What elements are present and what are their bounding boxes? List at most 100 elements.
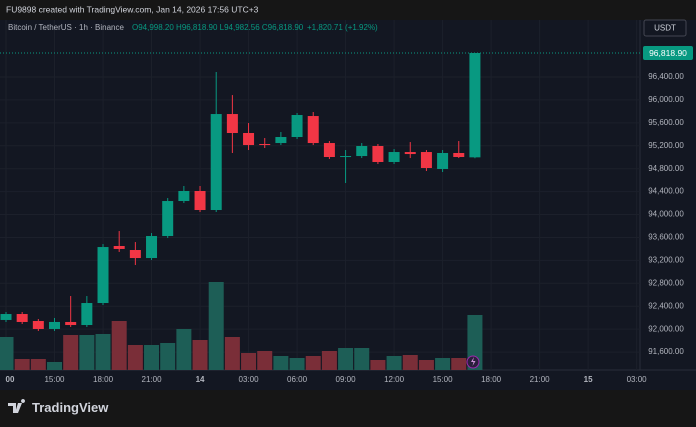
x-tick-label: 12:00 xyxy=(384,375,405,384)
x-tick-label: 06:00 xyxy=(287,375,308,384)
x-tick-label: 03:00 xyxy=(627,375,648,384)
candle-body xyxy=(243,132,255,146)
volume-bar xyxy=(192,340,208,370)
candle-body xyxy=(226,114,238,133)
candle-body xyxy=(340,156,352,158)
plot-area: 96,400.00 96,000.00 95,600.00 95,200.00 94,8… xyxy=(0,20,696,384)
volume-bar xyxy=(160,343,176,370)
candle-body xyxy=(356,146,368,157)
x-tick-label: 21:00 xyxy=(530,375,551,384)
x-tick-label: 18:00 xyxy=(93,375,114,384)
volume-bar xyxy=(402,355,418,370)
candle-body xyxy=(453,152,465,158)
candle-body xyxy=(32,321,44,329)
volume-bar xyxy=(338,348,354,370)
candle-body xyxy=(65,321,77,326)
volume-bar xyxy=(144,345,160,370)
volume-bar xyxy=(95,334,111,370)
credit: FU9898 created with TradingView.com, Jan… xyxy=(6,4,259,14)
event-icon-bolt xyxy=(471,357,476,366)
candle-body xyxy=(16,314,28,322)
y-tick-label: 95,600.00 xyxy=(648,118,684,127)
volume-bar xyxy=(0,337,14,370)
candle-body xyxy=(210,114,222,211)
x-tick-label: 18:00 xyxy=(481,375,502,384)
candle-body xyxy=(49,321,61,329)
volume-bar xyxy=(257,351,273,370)
change: +1,820.71 (+1.92%) xyxy=(307,23,378,32)
candle-body xyxy=(259,144,271,146)
x-tick-label: 14 xyxy=(196,375,205,384)
y-tick-label: 92,000.00 xyxy=(648,324,684,333)
volume-bar xyxy=(47,362,63,370)
volume-bar xyxy=(176,329,192,370)
volume-bar xyxy=(305,356,321,370)
y-tick-label: 93,200.00 xyxy=(648,255,684,264)
volume-bar xyxy=(435,358,451,370)
y-tick-label: 92,400.00 xyxy=(648,301,684,310)
candle-body xyxy=(420,152,432,169)
candle-body xyxy=(307,116,319,144)
brand-logo: TradingView xyxy=(8,399,109,415)
y-tick-label: 92,800.00 xyxy=(648,278,684,287)
candle-body xyxy=(323,143,335,158)
candle-body xyxy=(81,303,93,326)
candle-body xyxy=(97,247,109,304)
logo-icon xyxy=(8,399,26,413)
symbol: Bitcoin / TetherUS · 1h · Binance xyxy=(8,23,124,32)
brand: TradingView xyxy=(32,400,109,415)
y-tick-label: 91,600.00 xyxy=(648,347,684,356)
x-tick-label: 15 xyxy=(584,375,593,384)
volume-bar xyxy=(63,335,79,370)
x-tick-label: 09:00 xyxy=(336,375,357,384)
x-tick-label: 03:00 xyxy=(239,375,260,384)
y-tick-label: 96,000.00 xyxy=(648,95,684,104)
volume-bar xyxy=(208,282,224,370)
candle-body xyxy=(178,190,190,202)
candle-body xyxy=(146,236,158,259)
volume-bar xyxy=(30,359,46,370)
y-tick-label: 96,400.00 xyxy=(648,72,684,81)
last-price-label: 96,818.90 xyxy=(649,48,687,58)
candle-body xyxy=(113,245,125,249)
volume-bar xyxy=(418,360,434,370)
volume-bar xyxy=(370,360,386,370)
candle-body xyxy=(275,137,287,144)
candle-body xyxy=(162,201,174,237)
volume-bar xyxy=(241,353,257,370)
candle-body xyxy=(388,152,400,162)
candle-body xyxy=(372,146,384,162)
y-tick-label: 94,000.00 xyxy=(648,210,684,219)
candle-body xyxy=(194,190,206,211)
y-tick-label: 93,600.00 xyxy=(648,233,684,242)
x-tick-label: 15:00 xyxy=(44,375,65,384)
volume-bar xyxy=(321,351,337,370)
volume-bar xyxy=(451,358,467,370)
last-price-box xyxy=(643,46,693,61)
candle-body xyxy=(469,53,481,158)
volume-bar xyxy=(386,356,402,370)
candle-body xyxy=(129,250,141,259)
candle-body xyxy=(437,152,449,169)
volume-bar xyxy=(289,358,305,370)
volume-bar xyxy=(79,335,95,370)
x-tick-label: 00 xyxy=(6,375,15,384)
volume-bar xyxy=(14,359,30,370)
y-tick-label: 94,400.00 xyxy=(648,187,684,196)
candle-body xyxy=(0,314,12,320)
x-tick-label: 21:00 xyxy=(142,375,163,384)
volume-bar xyxy=(111,321,127,370)
y-tick-label: 94,800.00 xyxy=(648,164,684,173)
x-tick-label: 15:00 xyxy=(433,375,454,384)
currency[interactable]: USDT xyxy=(654,24,676,33)
volume-bar xyxy=(354,348,370,370)
candle-body xyxy=(291,115,303,138)
volume-bar xyxy=(127,345,143,370)
volume-bar xyxy=(224,337,240,370)
y-tick-label: 95,200.00 xyxy=(648,141,684,150)
volume-bar xyxy=(273,356,289,370)
candle-body xyxy=(404,152,416,155)
currency-button[interactable] xyxy=(643,19,687,37)
